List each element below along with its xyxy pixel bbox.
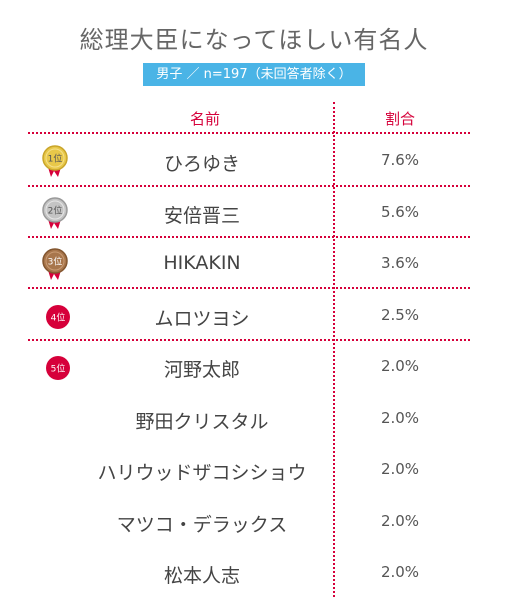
percentage: 2.0% [380,409,420,427]
person-name: 松本人志 [163,565,240,587]
column-divider [333,102,335,597]
table-row: ハリウッドザコシショウ 2.0% [0,444,508,495]
percentage: 3.6% [380,254,420,272]
percentage: 5.6% [380,203,420,221]
rank-label: 3位 [48,256,63,268]
person-name: ひろゆき [163,153,240,175]
row-divider [28,185,470,187]
percentage: 2.0% [380,460,420,478]
header-ratio: 割合 [384,110,415,128]
table-row: 1位 ひろゆき 7.6% [0,135,508,186]
row-divider [28,287,470,289]
person-name: HIKAKIN [163,252,241,274]
row-divider [28,339,470,341]
red-circle-icon: 5位 [46,356,70,380]
rank-label: 5位 [51,363,66,375]
person-name: 河野太郎 [163,359,240,381]
header-name: 名前 [189,110,220,128]
table-row: マツコ・デラックス 2.0% [0,496,508,547]
rank-label: 1位 [48,153,63,165]
table-row: 野田クリスタル 2.0% [0,393,508,444]
person-name: 安倍晋三 [163,205,240,227]
table-row: 5位 河野太郎 2.0% [0,341,508,392]
rank-label: 2位 [48,205,63,217]
percentage: 2.0% [380,512,420,530]
table-row: 4位 ムロツヨシ 2.5% [0,290,508,341]
rank-label: 4位 [51,312,66,324]
row-divider [28,236,470,238]
person-name: ムロツヨシ [154,308,250,330]
silver-medal-icon: 2位 [42,197,68,229]
table-row: 2位 安倍晋三 5.6% [0,187,508,238]
person-name: ハリウッドザコシショウ [97,462,307,484]
red-circle-icon: 4位 [46,305,70,329]
person-name: 野田クリスタル [135,411,269,433]
percentage: 7.6% [380,151,420,169]
page-title: 総理大臣になってほしい有名人 [79,26,429,54]
sample-label: 男子 ／ n=197（未回答者除く） [143,63,365,86]
table-row: 松本人志 2.0% [0,547,508,598]
gold-medal-icon: 1位 [42,145,68,177]
table-header: 名前 割合 [0,102,508,132]
percentage: 2.0% [380,563,420,581]
table-row: 3位 HIKAKIN 3.6% [0,238,508,289]
percentage: 2.0% [380,357,420,375]
person-name: マツコ・デラックス [116,514,288,536]
row-divider [28,132,470,134]
bronze-medal-icon: 3位 [42,248,68,280]
percentage: 2.5% [380,306,420,324]
